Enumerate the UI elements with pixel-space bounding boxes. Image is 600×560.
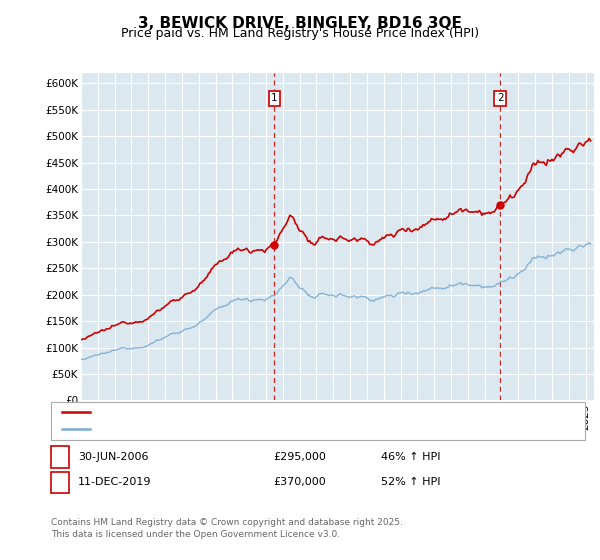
Text: 30-JUN-2006: 30-JUN-2006 (78, 452, 149, 462)
Text: 46% ↑ HPI: 46% ↑ HPI (381, 452, 440, 462)
Text: £295,000: £295,000 (273, 452, 326, 462)
Text: 52% ↑ HPI: 52% ↑ HPI (381, 477, 440, 487)
Text: 3, BEWICK DRIVE, BINGLEY, BD16 3QE (detached house): 3, BEWICK DRIVE, BINGLEY, BD16 3QE (deta… (94, 407, 389, 417)
Text: £370,000: £370,000 (273, 477, 326, 487)
Text: Price paid vs. HM Land Registry's House Price Index (HPI): Price paid vs. HM Land Registry's House … (121, 27, 479, 40)
Text: 11-DEC-2019: 11-DEC-2019 (78, 477, 151, 487)
Text: 1: 1 (56, 452, 64, 462)
Text: 2: 2 (497, 93, 503, 103)
Text: HPI: Average price, detached house, Bradford: HPI: Average price, detached house, Brad… (94, 424, 332, 434)
Text: 1: 1 (271, 93, 278, 103)
Text: 3, BEWICK DRIVE, BINGLEY, BD16 3QE: 3, BEWICK DRIVE, BINGLEY, BD16 3QE (138, 16, 462, 31)
Text: 2: 2 (56, 477, 64, 487)
Text: Contains HM Land Registry data © Crown copyright and database right 2025.
This d: Contains HM Land Registry data © Crown c… (51, 518, 403, 539)
